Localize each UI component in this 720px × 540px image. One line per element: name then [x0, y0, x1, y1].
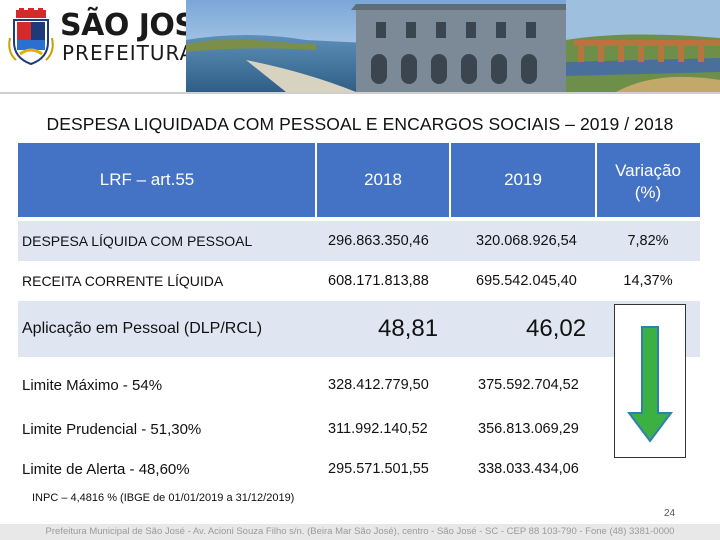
row-label: DESPESA LÍQUIDA COM PESSOAL [22, 233, 253, 249]
value-variacao: 7,82% [627, 233, 669, 249]
value-2018: 48,81 [378, 315, 439, 342]
header-col-lrf: LRF – art.55 [99, 170, 195, 189]
table-row: Limite Máximo - 54% 328.412.779,50 375.5… [18, 363, 700, 407]
value-2019: 320.068.926,54 [476, 233, 577, 249]
row-label: Limite Prudencial - 51,30% [22, 420, 202, 438]
header-col-2019: 2019 [504, 170, 542, 189]
trend-box [614, 304, 686, 458]
header-col-2018: 2018 [364, 170, 402, 189]
brand-subtitle: PREFEITURA [62, 41, 195, 65]
row-label: RECEITA CORRENTE LÍQUIDA [22, 273, 224, 289]
value-2018: 328.412.779,50 [328, 377, 429, 393]
header-separator [315, 143, 317, 217]
value-2018: 295.571.501,55 [328, 461, 429, 477]
page-number: 24 [664, 508, 676, 519]
header-photo [186, 0, 720, 92]
down-arrow-icon [627, 326, 673, 443]
table-row: DESPESA LÍQUIDA COM PESSOAL 296.863.350,… [18, 221, 700, 261]
header-variacao-line2: (%) [634, 183, 662, 202]
value-2019: 356.813.069,29 [478, 421, 579, 437]
value-2019: 46,02 [526, 315, 587, 342]
header-divider [0, 92, 720, 94]
footnote-inpc: INPC – 4,4816 % (IBGE de 01/01/2019 a 31… [32, 492, 295, 504]
value-2018: 311.992.140,52 [328, 421, 428, 437]
value-2018: 296.863.350,46 [328, 233, 429, 249]
header-variacao-line1: Variação [615, 161, 681, 180]
table-row: Limite Prudencial - 51,30% 311.992.140,5… [18, 407, 700, 451]
header-separator [449, 143, 451, 217]
footer-address: Prefeitura Municipal de São José - Av. A… [0, 524, 720, 540]
row-label: Limite de Alerta - 48,60% [22, 460, 190, 478]
table-row: Limite de Alerta - 48,60% 295.571.501,55… [18, 447, 700, 491]
header-separator [595, 143, 597, 217]
table-row: Aplicação em Pessoal (DLP/RCL) 48,81 46,… [18, 301, 700, 357]
value-2019: 338.033.434,06 [478, 461, 579, 477]
header-col-variacao: Variação (%) [596, 143, 700, 217]
coat-of-arms-icon [8, 8, 54, 66]
value-2019: 695.542.045,40 [476, 273, 577, 289]
row-label: Aplicação em Pessoal (DLP/RCL) [22, 320, 263, 337]
value-2019: 375.592.704,52 [478, 377, 579, 393]
row-label: Limite Máximo - 54% [22, 376, 163, 394]
value-variacao: 14,37% [623, 273, 673, 289]
table-row: RECEITA CORRENTE LÍQUIDA 608.171.813,88 … [18, 261, 700, 301]
table-header: LRF – art.55 2018 2019 Variação (%) [18, 143, 700, 217]
page-header: SÃO JOSÉ PREFEITURA [0, 0, 720, 100]
page-title: DESPESA LIQUIDADA COM PESSOAL E ENCARGOS… [46, 114, 674, 134]
value-2018: 608.171.813,88 [328, 273, 429, 289]
